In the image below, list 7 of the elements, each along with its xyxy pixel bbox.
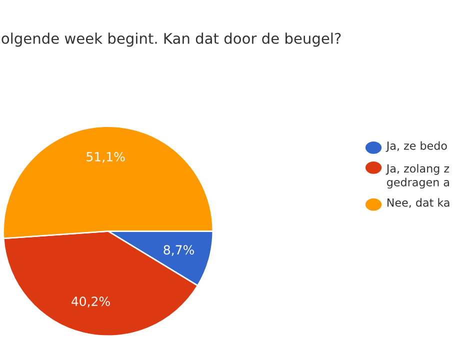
- data-label: 51,1%: [86, 152, 125, 163]
- chart-title: olgende week begint. Kan dat door de beugel?: [2, 32, 341, 47]
- legend-label: Nee, dat ka: [387, 198, 450, 208]
- data-label: 40,2%: [72, 296, 110, 308]
- legend-label: Ja, ze bedo: [386, 141, 447, 152]
- data-label: 8,7%: [164, 245, 194, 256]
- legend-label: Ja, zolang z gedragen a: [386, 164, 450, 189]
